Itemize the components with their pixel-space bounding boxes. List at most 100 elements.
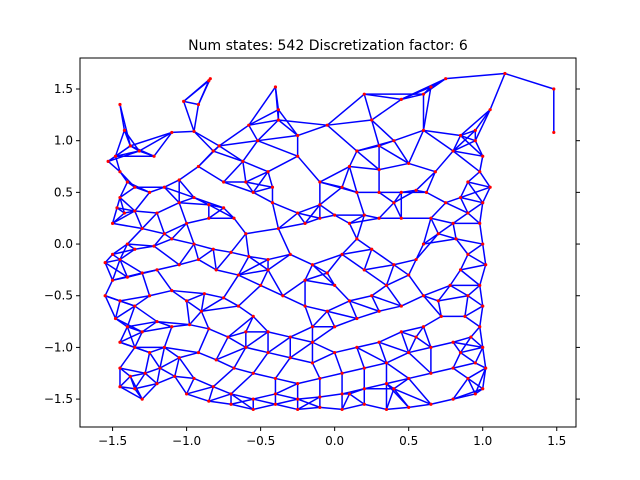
graph-edge: [415, 233, 439, 261]
graph-edge: [104, 279, 114, 297]
graph-node: [177, 263, 181, 267]
graph-edge: [386, 351, 410, 364]
graph-node: [436, 232, 440, 236]
graph-edge: [474, 362, 487, 369]
graph-edge: [212, 249, 217, 270]
graph-edge: [481, 367, 487, 389]
graph-node: [318, 405, 322, 409]
graph-edge: [408, 346, 432, 354]
graph-edge: [378, 162, 409, 171]
graph-edge: [401, 326, 424, 333]
graph-node: [140, 226, 144, 231]
graph-node: [333, 325, 337, 329]
graph-edge: [238, 269, 269, 276]
graph-edge: [312, 326, 336, 343]
graph-edge: [356, 192, 365, 216]
graph-node: [333, 213, 337, 217]
graph-edge: [104, 262, 114, 281]
graph-node: [217, 144, 221, 148]
graph-edge: [142, 227, 165, 235]
graph-edge: [460, 129, 476, 137]
graph-edge: [230, 403, 254, 411]
graph-node: [481, 304, 485, 308]
graph-edge: [134, 346, 150, 354]
graph-edge: [253, 393, 276, 400]
graph-edge: [423, 129, 461, 137]
graph-edge: [252, 191, 273, 204]
graph-edge: [253, 398, 276, 405]
graph-node: [355, 190, 359, 194]
graph-node: [158, 366, 162, 370]
graph-node: [173, 374, 177, 378]
graph-node: [270, 185, 275, 189]
graph-node: [143, 371, 147, 375]
graph-edge: [364, 403, 387, 411]
graph-node: [128, 144, 132, 148]
graph-edge: [464, 295, 469, 317]
graph-edge: [326, 300, 350, 312]
graph-edge: [312, 351, 335, 364]
graph-edge: [464, 315, 481, 328]
graph-edge: [371, 248, 395, 266]
graph-edge: [423, 233, 439, 245]
graph-edge: [153, 245, 180, 266]
graph-edge: [393, 129, 424, 142]
graph-node: [185, 221, 189, 225]
graph-edge: [356, 214, 365, 240]
graph-edge: [282, 279, 306, 297]
graph-edge: [163, 186, 180, 204]
graph-edge: [253, 186, 273, 194]
graph-edge: [479, 326, 484, 348]
x-tick-label: 1.0: [473, 434, 492, 448]
graph-node: [469, 335, 473, 339]
graph-node: [407, 161, 411, 166]
graph-edge: [233, 217, 247, 235]
graph-edge: [423, 238, 457, 245]
graph-edge: [385, 383, 410, 408]
graph-edge: [304, 305, 328, 312]
graph-node: [392, 387, 396, 391]
graph-node: [347, 221, 352, 225]
graph-edge: [260, 284, 284, 297]
graph-edge: [257, 119, 279, 142]
graph-edge: [186, 393, 210, 402]
graph-edge: [364, 362, 387, 369]
graph-node: [140, 330, 144, 334]
graph-edge: [200, 310, 210, 330]
graph-edge: [153, 238, 173, 247]
graph-edge: [479, 171, 491, 188]
graph-edge: [425, 171, 437, 193]
graph-edge: [430, 217, 454, 225]
graph-edge: [183, 100, 199, 106]
graph-edge: [408, 336, 417, 353]
graph-node: [133, 345, 137, 350]
graph-edge: [277, 212, 299, 230]
graph-edge: [171, 289, 188, 302]
graph-edge: [356, 238, 373, 250]
graph-node: [340, 185, 344, 189]
graph-edge: [233, 347, 247, 369]
graph-edge: [452, 140, 476, 152]
graph-node: [103, 294, 107, 298]
graph-edge: [348, 150, 358, 167]
graph-node: [266, 330, 270, 334]
graph-edge: [185, 300, 191, 325]
graph-edge: [423, 315, 442, 328]
graph-node: [473, 128, 477, 132]
graph-edge: [248, 255, 269, 271]
graph-edge: [112, 248, 135, 256]
graph-edge: [408, 130, 425, 164]
graph-node: [244, 232, 248, 236]
graph-edge: [356, 150, 380, 171]
graph-node: [399, 216, 403, 220]
graph-edge: [319, 186, 343, 206]
graph-edge: [393, 191, 402, 204]
graph-edge: [326, 310, 336, 328]
graph-node: [384, 283, 389, 287]
graph-edge: [289, 326, 313, 338]
graph-node: [318, 180, 322, 184]
graph-edge: [459, 254, 469, 271]
graph-edge: [277, 119, 299, 137]
graph-edge: [105, 258, 121, 264]
graph-edge: [401, 331, 417, 338]
